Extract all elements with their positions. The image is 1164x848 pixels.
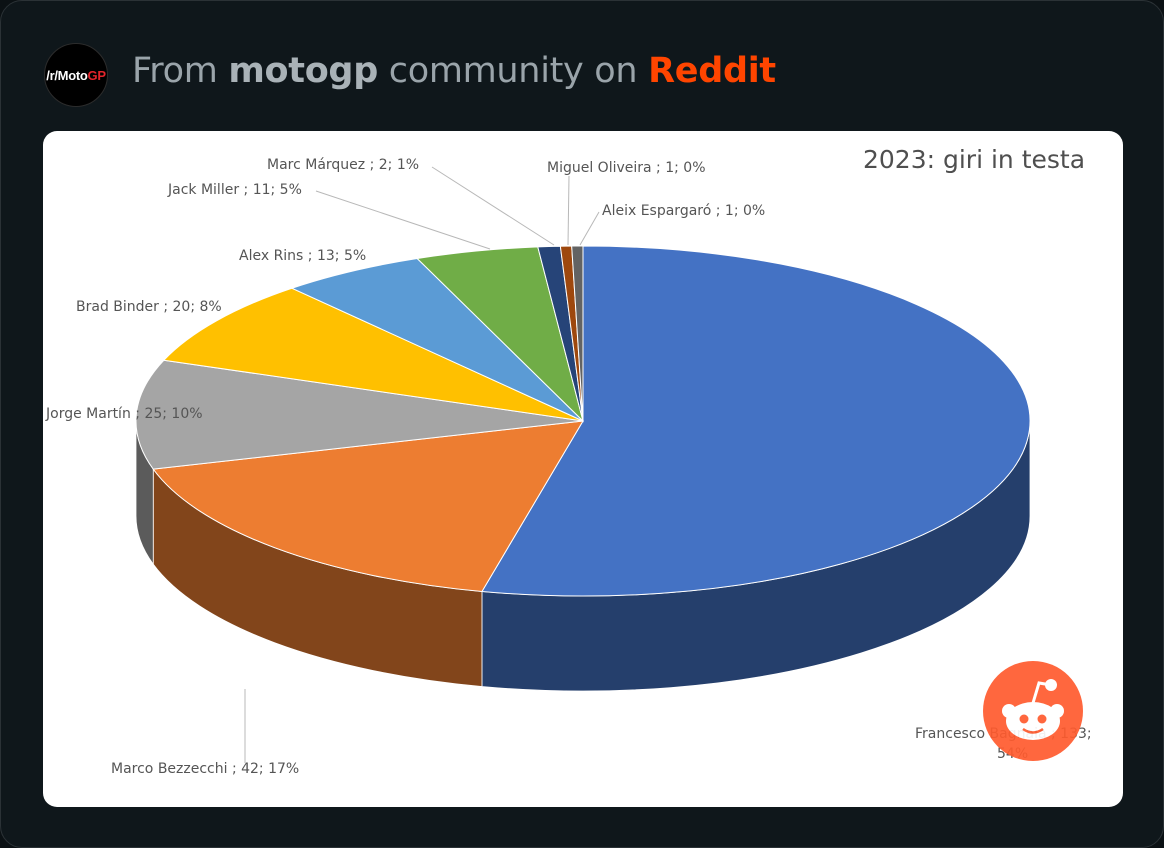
leader-line-8 [579, 211, 600, 246]
pie-slice-3[interactable] [162, 287, 584, 422]
header-middle: community on [388, 51, 638, 91]
header-prefix: From [132, 51, 218, 91]
chart-title: 2023: giri in testa [863, 145, 1086, 174]
pie-slice-4[interactable] [290, 257, 584, 422]
pie-slice-2[interactable] [135, 359, 584, 470]
leader-line-5 [315, 190, 491, 250]
slice-label-4: Alex Rins ; 13; 5% [239, 248, 366, 264]
slice-label-6: Marc Márquez ; 2; 1% [267, 157, 419, 173]
slice-label-3: Brad Binder ; 20; 8% [76, 299, 222, 315]
pie-slice-1[interactable] [152, 420, 584, 592]
post-source-header: From motogp community on Reddit [132, 51, 776, 97]
community-avatar[interactable]: /r/Moto GP [44, 43, 108, 107]
leader-line-6 [431, 166, 555, 246]
community-name[interactable]: motogp [228, 51, 378, 91]
snoo-icon [983, 661, 1083, 761]
slice-label-5: Jack Miller ; 11; 5% [167, 182, 302, 198]
pie-slice-8[interactable] [571, 245, 584, 422]
avatar-text: /r/Moto [46, 67, 88, 83]
slice-label-7: Miguel Oliveira ; 1; 0% [547, 160, 706, 176]
chart-card: Francesco Bagnaia ; 133;54%Marco Bezzecc… [43, 131, 1123, 807]
slice-label-2: Jorge Martín ; 25; 10% [45, 406, 203, 422]
site-name[interactable]: Reddit [648, 51, 776, 91]
pie-slice-0[interactable] [481, 245, 1031, 597]
pie-chart: Francesco Bagnaia ; 133;54%Marco Bezzecc… [45, 157, 1092, 777]
slice-label-1: Marco Bezzecchi ; 42; 17% [111, 761, 299, 777]
leader-line-7 [567, 175, 570, 246]
slice-label-8: Aleix Espargaró ; 1; 0% [602, 203, 765, 219]
avatar-text-accent: GP [87, 67, 106, 83]
